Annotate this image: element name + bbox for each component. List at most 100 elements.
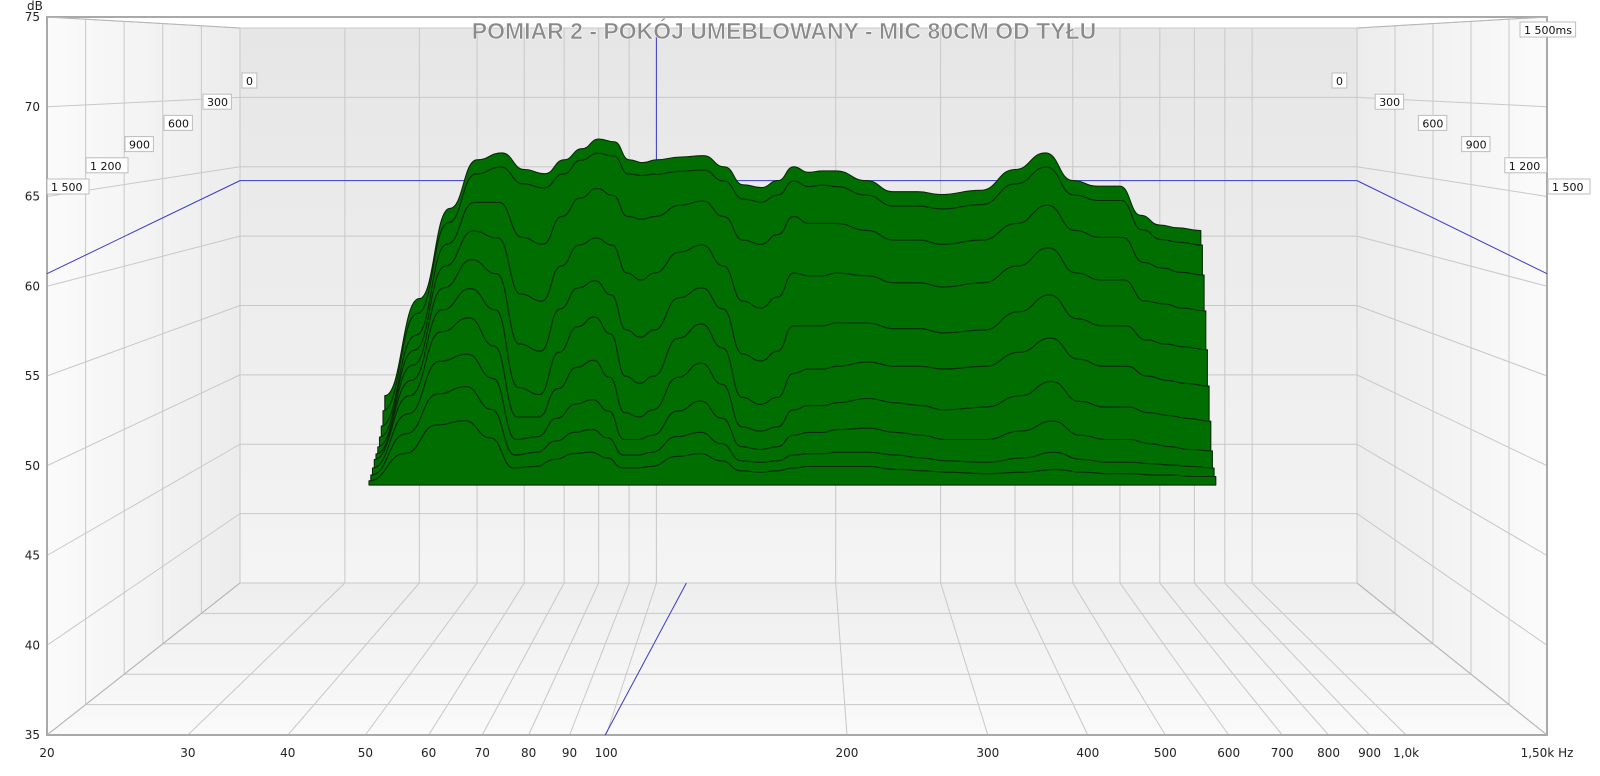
grid-line-floor [940,582,989,736]
grid-line-floor [287,582,420,736]
x-tick-label: 800 [1317,746,1340,760]
time-tick-left-box [163,114,193,131]
x-tick-label: 50 [358,746,373,760]
y-tick-label: 55 [25,369,40,383]
time-tick-right-box [1374,93,1405,110]
time-tick-left-box [202,93,232,110]
time-tick-right: 1 500 [1552,181,1584,194]
y-tick-label: 60 [25,279,40,293]
time-tick-right-box [1461,136,1491,153]
waterfall-slices [368,138,1217,486]
grid-line-floor [481,582,565,736]
grid-line-floor [1072,582,1166,736]
x-tick-label: 80 [521,746,536,760]
time-tick-right: 0 [1336,75,1343,88]
cursor-right-wall [1356,180,1548,275]
time-tick-left: 1 500 [51,181,83,194]
grid-line-floor [569,582,630,736]
grid-line-right-wall [1356,235,1548,287]
frame-edge [46,582,241,736]
grid-line-floor [528,582,600,736]
grid-line-floor [1119,582,1230,736]
time-max-label: 1 500ms [1524,24,1572,37]
time-tick-left-box [85,157,129,174]
grid-line-floor [364,582,478,736]
x-tick-label: 30 [180,746,195,760]
time-tick-right: 300 [1379,96,1400,109]
y-tick-label: 65 [25,190,40,204]
x-tick-label: 600 [1217,746,1240,760]
frame-edge [1356,582,1548,736]
grid-line-floor [1224,582,1370,736]
floor-wall [47,583,1547,735]
x-tick-label: 400 [1076,746,1099,760]
x-tick-label: 20 [39,746,54,760]
grid-line-floor [835,582,848,736]
grid-line-right-wall [1356,166,1548,197]
time-tick-left-box [241,72,258,89]
y-tick-label: 75 [25,10,40,24]
x-tick-label: 300 [976,746,999,760]
time-tick-left: 1 200 [90,160,122,173]
x-tick-label: 1,50k Hz [1521,746,1574,760]
x-tick-label: 90 [562,746,577,760]
time-tick-right-box [1417,114,1448,131]
y-tick-label: 40 [25,638,40,652]
time-tick-left: 300 [207,96,228,109]
grid-line-floor [605,582,657,736]
grid-line-left-wall [46,443,241,556]
grid-line-floor [1251,582,1407,736]
waterfall-slice-10 [368,420,1217,486]
grid-line-left-wall [46,235,241,287]
cursor-front [604,582,687,736]
grid-line-left-wall [46,513,241,646]
x-tick-label: 900 [1358,746,1381,760]
left-wall [47,17,240,735]
y-tick-label: 35 [25,728,40,742]
time-tick-right: 1 200 [1509,160,1541,173]
time-tick-right-box [1504,157,1548,174]
x-tick-label: 100 [595,746,618,760]
y-tick-label: 70 [25,100,40,114]
outer-frame [46,16,1548,736]
grid-line-right-wall [1356,374,1548,467]
grid-line-left-wall [46,374,241,467]
grid-line-right-wall [1356,513,1548,646]
y-tick-label: 50 [25,459,40,473]
x-tick-label: 700 [1271,746,1294,760]
time-tick-right: 900 [1466,139,1487,152]
cursor-left-wall [46,180,241,275]
x-tick-label: 40 [280,746,295,760]
grid-line-left-wall [46,305,241,377]
frame-edge [1356,16,1548,29]
time-max-label-box [1519,21,1577,38]
grid-line-floor [428,582,525,736]
x-tick-label: 200 [836,746,859,760]
time-tick-left-box [124,136,154,153]
x-tick-label: 70 [475,746,490,760]
right-wall [1357,17,1547,735]
grid-line-floor [1159,582,1283,736]
chart-title: POMIAR 2 - POKÓJ UMEBLOWANY - MIC 80CM O… [472,17,1096,44]
x-tick-label: 60 [421,746,436,760]
time-tick-left: 600 [168,117,189,130]
time-tick-left: 900 [129,139,150,152]
grid-line-right-wall [1356,305,1548,377]
grid-line-right-wall [1356,443,1548,556]
x-tick-label: 1,0k [1393,746,1419,760]
time-tick-left-box [46,178,90,195]
frame-edge [46,16,241,29]
y-tick-label: 45 [25,549,40,563]
plot-grid [46,16,1548,736]
x-tick-label: 500 [1154,746,1177,760]
time-tick-right: 600 [1422,117,1443,130]
time-tick-right-box [1547,178,1591,195]
grid-line-floor [187,582,346,736]
time-tick-left: 0 [246,75,253,88]
grid-line-floor [1014,582,1089,736]
grid-line-floor [1193,582,1329,736]
y-axis-label: dB [27,0,43,13]
cursor-floor [604,582,687,736]
